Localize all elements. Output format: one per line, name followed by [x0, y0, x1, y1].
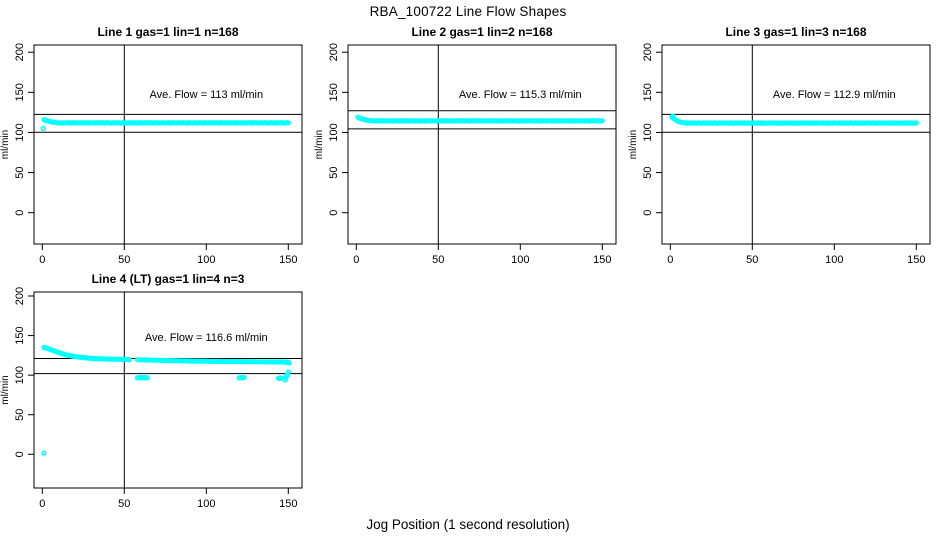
plot-box: [33, 291, 303, 489]
average-flow-annotation: Ave. Flow = 113 ml/min: [149, 89, 263, 101]
plot-box: [347, 44, 617, 245]
figure-title: RBA_100722 Line Flow Shapes: [369, 4, 567, 19]
x-tick-label: 150: [279, 254, 297, 266]
panel-title: Line 4 (LT) gas=1 lin=4 n=3: [92, 272, 245, 286]
outlier-point: [286, 360, 292, 366]
x-tick-label: 150: [593, 254, 611, 266]
panel-1: 0 50 100 150 0 50 100 150 200 ml/min Line 1 gas=1 …: [0, 25, 303, 266]
scatter-series: [40, 116, 291, 131]
x-tick-label: 150: [279, 498, 297, 510]
panel-title: Line 2 gas=1 lin=2 n=168: [411, 25, 552, 39]
x-tick-label: 100: [197, 254, 215, 266]
average-flow-annotation: Ave. Flow = 115.3 ml/min: [459, 89, 582, 101]
outlier-point: [40, 125, 46, 131]
scatter-series: [41, 344, 292, 456]
plot-box: [661, 44, 931, 245]
y-axis-unit-label: ml/min: [628, 130, 639, 159]
panel-3: 0 50 100 150 0 50 100 150 200 ml/min Line 3 gas=1 …: [628, 25, 931, 266]
outlier-point: [670, 113, 676, 119]
scatter-series: [355, 114, 605, 124]
panel-title: Line 3 gas=1 lin=3 n=168: [725, 25, 866, 39]
average-flow-annotation: Ave. Flow = 116.6 ml/min: [145, 332, 268, 344]
y-tick-label: 0: [14, 451, 26, 457]
y-tick-label: 150: [14, 83, 26, 101]
x-tick-label: 50: [746, 254, 758, 266]
data-point: [126, 357, 132, 363]
x-tick-label: 150: [907, 254, 925, 266]
y-tick-label: 50: [14, 166, 26, 178]
outlier-point: [144, 375, 150, 381]
x-tick-label: 0: [39, 254, 45, 266]
y-tick-label: 100: [328, 123, 340, 141]
y-tick-label: 0: [642, 210, 654, 216]
data-point: [285, 120, 291, 126]
plot-box: [33, 44, 303, 245]
y-tick-label: 150: [328, 83, 340, 101]
panel-4: 0 50 100 150 0 50 100 150 200 ml/min Line 4 (LT) g…: [0, 272, 303, 510]
outlier-point: [284, 359, 290, 366]
y-tick-label: 0: [14, 210, 26, 216]
scatter-series: [669, 113, 919, 126]
y-tick-label: 50: [642, 166, 654, 178]
x-tick-label: 0: [353, 254, 359, 266]
x-tick-label: 100: [825, 254, 843, 266]
y-tick-label: 100: [14, 123, 26, 141]
outlier-point: [41, 450, 47, 456]
y-tick-label: 200: [14, 43, 26, 61]
panel-title: Line 1 gas=1 lin=1 n=168: [97, 25, 238, 39]
y-tick-label: 100: [14, 366, 26, 384]
x-tick-label: 50: [118, 254, 130, 266]
data-point: [913, 120, 919, 126]
y-tick-label: 200: [14, 287, 26, 305]
x-tick-label: 50: [432, 254, 444, 266]
x-tick-label: 50: [118, 498, 130, 510]
y-tick-label: 100: [642, 123, 654, 141]
y-tick-label: 50: [328, 166, 340, 178]
y-axis-unit-label: ml/min: [0, 375, 11, 404]
outlier-point: [241, 374, 247, 381]
x-axis-label: Jog Position (1 second resolution): [366, 517, 570, 532]
x-tick-label: 100: [197, 498, 215, 510]
y-tick-label: 0: [328, 210, 340, 216]
average-flow-annotation: Ave. Flow = 112.9 ml/min: [773, 89, 896, 101]
y-tick-label: 150: [642, 83, 654, 101]
x-tick-label: 100: [511, 254, 529, 266]
y-tick-label: 50: [14, 409, 26, 421]
y-tick-label: 200: [642, 43, 654, 61]
y-axis-unit-label: ml/min: [314, 130, 325, 159]
y-tick-label: 150: [14, 326, 26, 344]
y-tick-label: 200: [328, 43, 340, 61]
y-axis-unit-label: ml/min: [0, 130, 11, 159]
panel-2: 0 50 100 150 0 50 100 150 200 ml/min Line 2 gas=1 …: [314, 25, 617, 266]
data-point: [599, 118, 605, 124]
x-tick-label: 0: [667, 254, 673, 266]
outlier-point: [285, 369, 291, 375]
x-tick-label: 0: [39, 498, 45, 510]
